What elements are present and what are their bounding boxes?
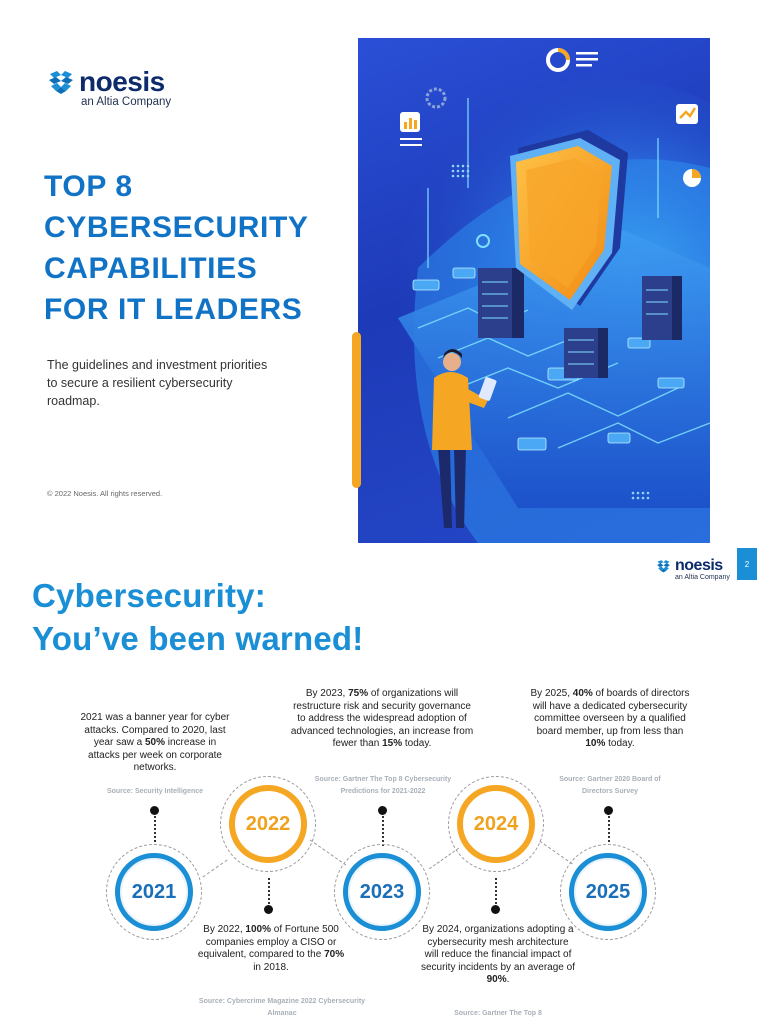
timeline-link bbox=[539, 840, 573, 865]
accent-bar bbox=[352, 332, 361, 488]
logo-wordmark: noesis bbox=[675, 557, 723, 574]
copyright-notice: © 2022 Noesis. All rights reserved. bbox=[47, 489, 163, 498]
dashboard-widgets bbox=[400, 48, 701, 248]
title-line: You’ve been warned! bbox=[32, 620, 364, 657]
title-line: FOR IT LEADERS bbox=[44, 293, 303, 326]
timeline-link bbox=[309, 839, 347, 866]
noesis-logo-mark-icon bbox=[657, 560, 670, 573]
timeline-connector bbox=[154, 816, 156, 842]
dashed-ring bbox=[220, 776, 316, 872]
year-label: 2025 bbox=[569, 853, 647, 931]
timeline-connector bbox=[608, 816, 610, 842]
timeline-source-2021: Source: Security Intelligence bbox=[106, 788, 204, 795]
cover-page: noesis an Altia Company TOP 8 CYBERSECUR… bbox=[44, 38, 710, 543]
timeline-dot bbox=[150, 806, 159, 815]
timeline-source-2022: Source: Cybercrime Magazine 2022 Cyberse… bbox=[198, 998, 366, 1017]
logo-tagline: an Altia Company bbox=[675, 574, 730, 581]
timeline-text-2025: By 2025, 40% of boards of directors will… bbox=[530, 688, 690, 749]
year-label: 2024 bbox=[457, 785, 535, 863]
year-circle-2024: 2024 bbox=[448, 776, 544, 872]
page-title: TOP 8 CYBERSECURITY CAPABILITIES FOR IT … bbox=[44, 166, 354, 330]
timeline-link bbox=[202, 859, 228, 878]
timeline-text-2023: By 2023, 75% of organizations will restr… bbox=[290, 688, 474, 749]
noesis-logo: noesis an Altia Company bbox=[47, 66, 171, 108]
timeline-connector bbox=[495, 878, 497, 904]
dashed-ring bbox=[106, 844, 202, 940]
timeline-source-2025: Source: Gartner 2020 Board of Directors … bbox=[559, 776, 661, 795]
year-circle-2023: 2023 bbox=[334, 844, 430, 940]
dashed-ring bbox=[560, 844, 656, 940]
logo-tagline: an Altia Company bbox=[81, 96, 172, 108]
timeline-dot bbox=[378, 806, 387, 815]
hero-illustration bbox=[358, 38, 710, 543]
timeline-page: noesis an Altia Company 2 Cybersecurity:… bbox=[0, 548, 768, 1024]
timeline-dot bbox=[604, 806, 613, 815]
section-title: Cybersecurity: You’ve been warned! bbox=[32, 574, 363, 660]
timeline-source-2024: Source: Gartner The Top 8 bbox=[454, 1010, 542, 1017]
timeline-connector bbox=[382, 816, 384, 846]
year-label: 2022 bbox=[229, 785, 307, 863]
timeline-text-2021: 2021 was a banner year for cyber attacks… bbox=[80, 712, 230, 773]
dashed-ring bbox=[334, 844, 430, 940]
cybersecurity-shield-illustration bbox=[398, 48, 710, 543]
year-circle-2021: 2021 bbox=[106, 844, 202, 940]
cover-description: The guidelines and investment priorities… bbox=[47, 358, 268, 408]
year-label: 2023 bbox=[343, 853, 421, 931]
title-line: Cybersecurity: bbox=[32, 577, 266, 614]
noesis-logo-mark-icon bbox=[49, 71, 73, 94]
timeline-dot bbox=[491, 905, 500, 914]
logo-wordmark: noesis bbox=[79, 66, 165, 97]
noesis-logo-small: noesis an Altia Company bbox=[656, 557, 730, 581]
timeline-text-2022: By 2022, 100% of Fortune 500 companies e… bbox=[197, 924, 345, 973]
title-line: TOP 8 bbox=[44, 170, 133, 203]
year-label: 2021 bbox=[115, 853, 193, 931]
title-line: CYBERSECURITY bbox=[44, 211, 309, 244]
timeline-text-2024: By 2024, organizations adopting a cybers… bbox=[421, 924, 575, 985]
timeline-source-2023: Source: Gartner The Top 8 Cybersecurity … bbox=[314, 776, 452, 795]
timeline-connector bbox=[268, 878, 270, 904]
dashed-ring bbox=[448, 776, 544, 872]
timeline-link bbox=[428, 847, 460, 870]
year-circle-2022: 2022 bbox=[220, 776, 316, 872]
title-line: CAPABILITIES bbox=[44, 252, 258, 285]
shield-icon bbox=[510, 130, 628, 310]
timeline-dot bbox=[264, 905, 273, 914]
person-figure bbox=[432, 349, 497, 528]
page-number: 2 bbox=[737, 548, 757, 580]
year-circle-2025: 2025 bbox=[560, 844, 656, 940]
